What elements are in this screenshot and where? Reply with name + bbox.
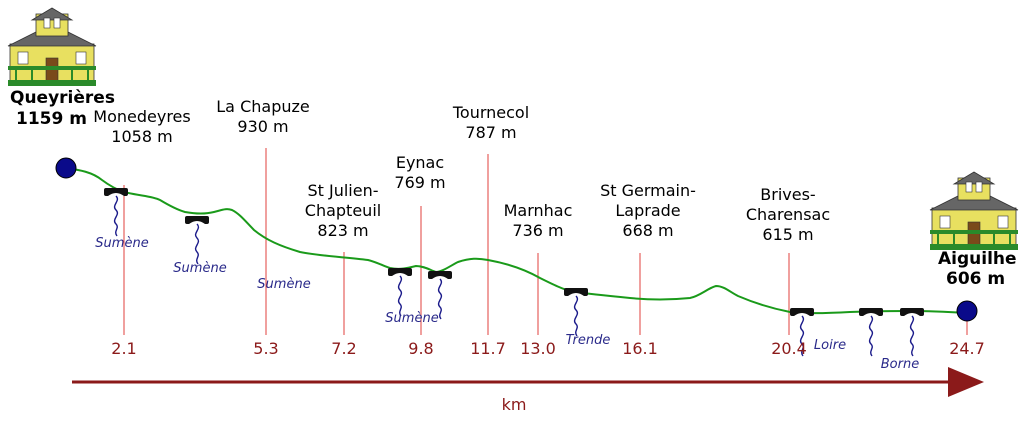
bridge-icon bbox=[387, 267, 413, 317]
end-elevation: 606 m bbox=[946, 269, 1005, 289]
place-elevation: 823 m bbox=[317, 221, 368, 240]
place-name: Charensac bbox=[746, 205, 830, 224]
river-label: Sumène bbox=[385, 311, 438, 326]
start-house-icon bbox=[7, 7, 97, 87]
river-label: Sumène bbox=[95, 236, 148, 251]
start-name: Queyrières bbox=[10, 88, 115, 108]
place-name: Brives- bbox=[760, 185, 815, 204]
km-label: 24.7 bbox=[949, 339, 985, 358]
start-elevation: 1159 m bbox=[16, 109, 87, 129]
place-name: Tournecol bbox=[452, 103, 529, 122]
km-label: 9.8 bbox=[408, 339, 433, 358]
marker-lines bbox=[123, 148, 968, 335]
axis-label: km bbox=[502, 395, 527, 414]
place-name: St Julien- bbox=[307, 181, 378, 200]
bridge-icon bbox=[184, 215, 210, 265]
place-name: La Chapuze bbox=[216, 97, 309, 116]
bridge-icon bbox=[858, 307, 884, 357]
river-label: Sumène bbox=[173, 261, 226, 276]
place-name: Chapteuil bbox=[305, 201, 381, 220]
km-label: 16.1 bbox=[622, 339, 658, 358]
end-house-icon bbox=[929, 171, 1019, 251]
km-label: 5.3 bbox=[253, 339, 278, 358]
km-label: 11.7 bbox=[470, 339, 506, 358]
place-name: Eynac bbox=[396, 153, 444, 172]
elevation-profile-line bbox=[65, 167, 967, 315]
km-label: 2.1 bbox=[111, 339, 136, 358]
place-name: Marnhac bbox=[504, 201, 573, 220]
river-label: Sumène bbox=[257, 277, 310, 292]
river-labels: Sumène Sumène Sumène Sumène Trende Loire Borne bbox=[95, 236, 919, 372]
start-point-marker bbox=[55, 157, 77, 179]
km-label: 20.4 bbox=[771, 339, 807, 358]
place-elevation: 615 m bbox=[762, 225, 813, 244]
place-elevation: 787 m bbox=[465, 123, 516, 142]
place-elevation: 736 m bbox=[512, 221, 563, 240]
km-label: 13.0 bbox=[520, 339, 556, 358]
place-elevation: 769 m bbox=[394, 173, 445, 192]
bridge-icon bbox=[899, 307, 925, 357]
river-label: Borne bbox=[881, 357, 919, 372]
river-label: Trende bbox=[566, 333, 611, 348]
place-name: Laprade bbox=[615, 201, 680, 220]
place-name: Monedeyres bbox=[93, 107, 190, 126]
place-name: St Germain- bbox=[600, 181, 696, 200]
place-elevation: 930 m bbox=[237, 117, 288, 136]
place-elevation: 668 m bbox=[622, 221, 673, 240]
km-labels: 2.1 5.3 7.2 9.8 11.7 13.0 16.1 20.4 24.7 bbox=[111, 339, 985, 358]
km-label: 7.2 bbox=[331, 339, 356, 358]
river-label: Loire bbox=[814, 338, 846, 353]
bridge-icon bbox=[563, 287, 589, 337]
end-point-marker bbox=[956, 300, 978, 322]
place-elevation: 1058 m bbox=[111, 127, 172, 146]
end-name: Aiguilhe bbox=[938, 249, 1017, 269]
